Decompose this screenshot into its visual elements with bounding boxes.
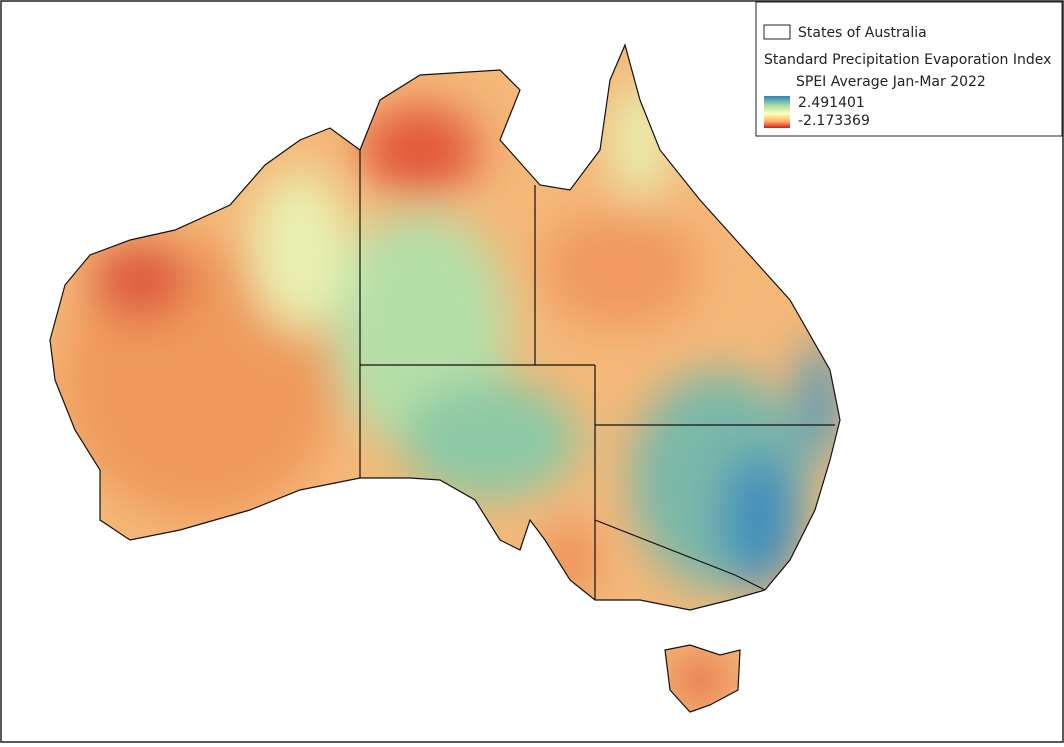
state-borders: [49, 44, 841, 713]
legend-layer: States of Australia: [798, 25, 927, 41]
color-ramp: [764, 96, 790, 128]
legend-min: -2.173369: [798, 113, 870, 129]
legend-state-symbol: [763, 24, 791, 40]
legend-max: 2.491401: [798, 95, 865, 111]
legend: [755, 1, 1063, 137]
legend-title: Standard Precipitation Evaporation Index: [764, 52, 1051, 68]
legend-band: SPEI Average Jan-Mar 2022: [796, 74, 986, 90]
